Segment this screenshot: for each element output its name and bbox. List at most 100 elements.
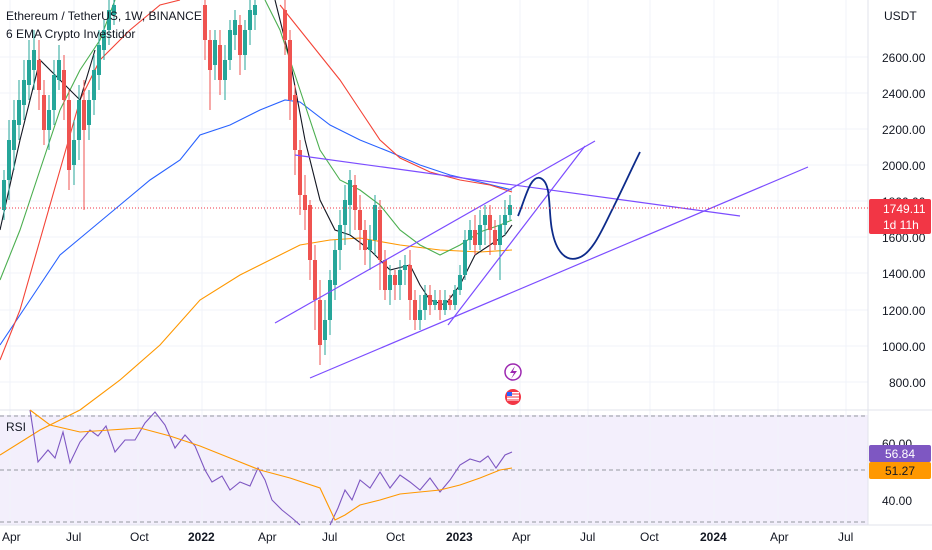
candle-body [27,60,31,85]
time-label: Jul [580,530,595,544]
candle-body [353,185,357,210]
candle-body [398,270,402,285]
candle-body [418,310,422,320]
rising-channel-bottom-line [447,145,586,326]
candle-body [67,100,71,170]
candle-body [463,240,467,275]
candle-body [293,95,297,150]
candle-body [52,75,56,110]
price-tick: 1000.00 [882,340,926,354]
candle-body [17,100,21,125]
candle-body [288,40,292,100]
candle-body [428,295,432,305]
current-price-value: 1749.11 [883,202,926,216]
candle-body [368,240,372,250]
candle-body [37,60,41,90]
candle-body [303,195,307,210]
candle-body [223,60,227,80]
candle-body [92,70,96,100]
rsi-ma-badge: 51.27 [869,462,931,479]
candle-body [32,50,36,70]
candle-body [483,215,487,225]
candle-body [413,300,417,320]
candle-body [373,205,377,240]
rsi-value-badge: 56.84 [869,445,931,462]
candle-body [478,225,482,245]
rsi-ma-value: 51.27 [885,464,915,478]
candle-body [408,265,412,300]
candle-body [2,180,6,210]
candle-body [388,275,392,290]
price-tick: 1200.00 [882,304,926,318]
projection-curve[interactable] [517,151,641,260]
price-tick: 800.00 [889,376,926,390]
time-label: Jul [838,530,853,544]
candle-body [493,230,497,245]
candle-body [363,230,367,250]
candle-body [423,295,427,310]
candle-body [97,45,101,75]
price-tick: 2000.00 [882,159,926,173]
candle-body [112,5,116,15]
candle-body [283,10,287,40]
price-axis[interactable]: 2600.00 2400.00 2200.00 2000.00 1800.00 … [882,51,926,390]
candle-body [338,225,342,250]
time-label: Apr [512,530,531,544]
rsi-label: RSI [6,420,26,434]
time-label: 2022 [188,530,215,544]
rsi-line [29,409,513,526]
currency-label: USDT [884,9,917,23]
candle-body [213,40,217,65]
candle-body [438,300,442,310]
time-label: Apr [2,530,21,544]
symbol-title: Ethereum / TetherUS, 1W, BINANCE [6,9,202,23]
lightning-event-marker[interactable] [504,363,522,381]
candle-body [87,100,91,125]
time-axis[interactable]: Apr Jul Oct 2022 Apr Jul Oct 2023 Apr Ju… [2,530,853,544]
candle-body [358,210,362,230]
candle-body [7,140,11,180]
chart-grid [0,0,868,525]
candle-body [473,230,477,245]
candle-body [253,5,257,15]
candle-body [308,205,312,260]
price-tick: 2400.00 [882,87,926,101]
candle-body [348,180,352,205]
current-price-badge: 1749.11 1d 11h [869,199,931,234]
channel-lower-line [309,166,809,379]
candle-body [102,30,106,50]
rsi-tick: 40.00 [882,494,912,508]
rsi-value: 56.84 [885,447,915,461]
price-tick: 1400.00 [882,267,926,281]
candle-body [318,300,322,345]
trend-lines[interactable] [274,140,809,379]
candle-body [243,30,247,55]
us-flag-event-marker[interactable] [505,389,521,405]
candle-body [503,215,507,225]
time-label: Apr [258,530,277,544]
candle-body [378,210,382,260]
candle-body [208,40,212,70]
candle-body [323,320,327,340]
candle-body [42,95,46,130]
candle-body [393,275,397,285]
candle-body [62,70,66,100]
candle-body [218,45,222,80]
candle-body [343,200,347,225]
time-label: Oct [386,530,405,544]
price-tick: 2200.00 [882,123,926,137]
rising-channel-top-line [274,140,596,324]
candle-body [498,225,502,245]
candle-body [383,260,387,290]
time-label: Jul [322,530,337,544]
candle-body [203,5,207,40]
candle-body [333,250,337,285]
candle-body [107,10,111,30]
lightning-icon [510,366,517,379]
candle-body [468,230,472,240]
time-label: Jul [66,530,81,544]
candle-body [488,215,492,230]
candle-body [233,20,237,35]
candle-body [458,275,462,290]
